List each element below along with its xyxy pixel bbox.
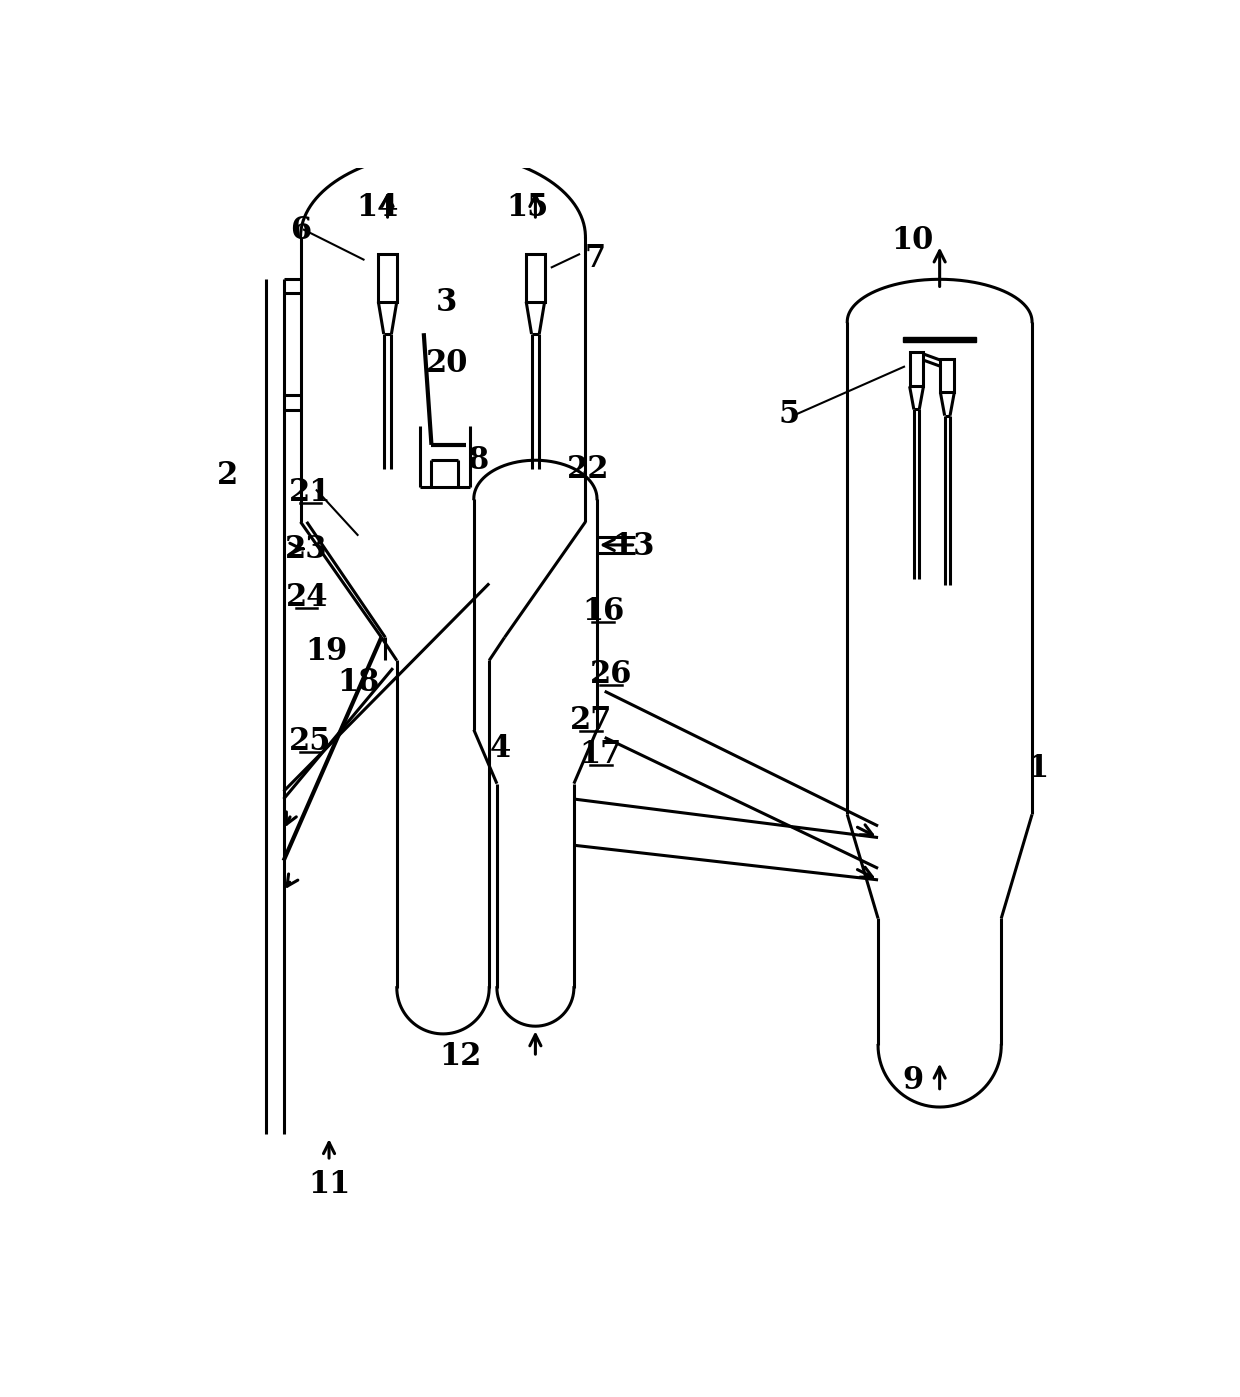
Text: 12: 12 <box>439 1042 482 1073</box>
Bar <box>378 254 397 302</box>
Bar <box>940 359 955 393</box>
Text: 10: 10 <box>892 225 934 256</box>
Text: 22: 22 <box>567 454 609 485</box>
Text: 9: 9 <box>903 1065 924 1095</box>
Text: 21: 21 <box>289 478 332 509</box>
Text: 26: 26 <box>590 659 632 690</box>
Text: 7: 7 <box>585 243 606 274</box>
Text: 15: 15 <box>507 193 549 224</box>
Text: 16: 16 <box>582 595 624 627</box>
Text: 5: 5 <box>779 398 800 429</box>
Text: 18: 18 <box>337 666 379 697</box>
Text: 11: 11 <box>308 1168 350 1200</box>
Text: 23: 23 <box>285 534 329 564</box>
Bar <box>910 352 924 387</box>
Text: 14: 14 <box>356 193 399 224</box>
Text: 13: 13 <box>613 531 655 562</box>
Text: 8: 8 <box>467 444 489 476</box>
Text: 1: 1 <box>1028 753 1049 784</box>
Text: 17: 17 <box>580 739 622 770</box>
Text: 24: 24 <box>285 581 327 613</box>
Text: 20: 20 <box>425 348 467 380</box>
Bar <box>903 337 976 342</box>
Text: 6: 6 <box>290 215 311 246</box>
Text: 4: 4 <box>490 733 511 764</box>
Text: 25: 25 <box>289 726 332 757</box>
Text: 27: 27 <box>569 705 613 736</box>
Text: 3: 3 <box>436 286 458 319</box>
Text: 19: 19 <box>305 636 347 666</box>
Text: 2: 2 <box>217 460 238 492</box>
Bar <box>526 254 544 302</box>
